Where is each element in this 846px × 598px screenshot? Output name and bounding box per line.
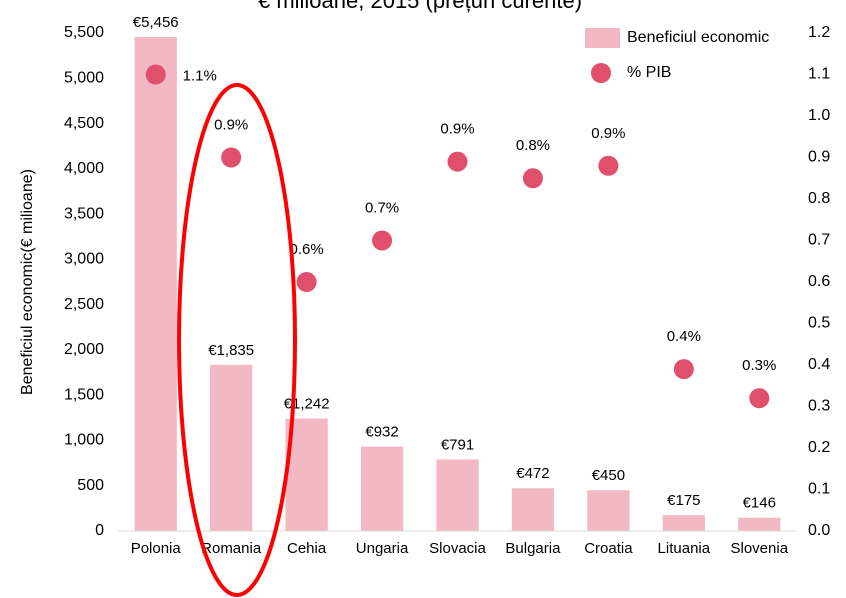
x-tick-label: Lituania — [658, 540, 711, 557]
bar-label: €175 — [667, 492, 700, 509]
dot-label: 1.1% — [183, 67, 217, 84]
x-tick-label: Bulgaria — [505, 540, 561, 557]
legend-swatch — [585, 28, 620, 48]
bar — [662, 515, 705, 531]
bar — [436, 459, 479, 531]
dot-label: 0.7% — [365, 199, 399, 216]
bar — [587, 490, 630, 531]
bar-label: €1,835 — [208, 342, 254, 359]
x-tick-label: Cehia — [287, 540, 327, 557]
y-tick-label: 0 — [95, 522, 104, 539]
y2-tick-label: 0.7 — [808, 232, 830, 249]
y2-tick-label: 0.4 — [808, 356, 830, 373]
bar — [134, 36, 177, 531]
dot-label: 0.9% — [591, 125, 625, 142]
y2-tick-label: 0.6 — [808, 273, 830, 290]
dot-label: 0.8% — [516, 137, 550, 154]
dot — [673, 359, 694, 380]
y-tick-label: 4,500 — [64, 115, 104, 132]
bar — [511, 488, 555, 531]
chart-title: € milioane, 2015 (prețuri curente) — [258, 0, 582, 13]
y2-tick-label: 0.5 — [808, 315, 830, 332]
x-tick-label: Ungaria — [356, 540, 409, 557]
bar — [360, 446, 404, 531]
y2-tick-label: 1.0 — [808, 107, 830, 124]
dot — [522, 168, 543, 189]
y2-tick-label: 0.8 — [808, 190, 830, 207]
y2-tick-label: 1.1 — [808, 66, 830, 83]
dot — [598, 155, 619, 176]
y2-tick-label: 0.3 — [808, 398, 830, 415]
bar-label: €932 — [365, 424, 398, 441]
y-tick-label: 3,000 — [64, 251, 104, 268]
dot — [447, 151, 468, 172]
dot — [145, 64, 166, 85]
x-tick-label: Polonia — [131, 540, 182, 557]
y-tick-label: 3,500 — [64, 205, 104, 222]
bar-label: €5,456 — [133, 14, 179, 31]
y-tick-label: 4,000 — [64, 160, 104, 177]
legend-swatch — [591, 63, 611, 83]
highlight-ellipse — [177, 83, 297, 597]
legend-label: % PIB — [627, 64, 671, 81]
x-tick-label: Romania — [201, 540, 262, 557]
y-tick-label: 1,500 — [64, 386, 104, 403]
y2-tick-label: 0.2 — [808, 439, 830, 456]
dot-label: 0.9% — [440, 121, 474, 138]
bar — [210, 364, 253, 531]
y-tick-label: 500 — [77, 477, 104, 494]
dot-label: 0.4% — [667, 328, 701, 345]
dot-label: 0.9% — [214, 116, 248, 133]
dot-label: 0.3% — [742, 357, 776, 374]
y2-tick-label: 0.0 — [808, 522, 830, 539]
y-tick-label: 5,000 — [64, 69, 104, 86]
y2-tick-label: 0.1 — [808, 481, 830, 498]
dot — [372, 230, 393, 251]
dot-label: 0.6% — [290, 241, 324, 258]
dot — [749, 388, 770, 409]
bar-label: €472 — [516, 465, 549, 482]
bar-label: €1,242 — [284, 396, 330, 413]
bar-label: €450 — [592, 467, 625, 484]
y-axis-label: Beneficiul economic(€ milioane) — [19, 169, 36, 395]
bar-label: €146 — [743, 495, 776, 512]
x-tick-label: Slovacia — [429, 540, 486, 557]
dot — [221, 147, 242, 168]
y-tick-label: 5,500 — [64, 24, 104, 41]
bar — [738, 517, 781, 531]
y-tick-label: 2,000 — [64, 341, 104, 358]
y2-tick-label: 1.2 — [808, 24, 830, 41]
y2-tick-label: 0.9 — [808, 149, 830, 166]
y-tick-label: 1,000 — [64, 432, 104, 449]
bar-label: €791 — [441, 436, 474, 453]
x-tick-label: Slovenia — [731, 540, 789, 557]
y-tick-label: 2,500 — [64, 296, 104, 313]
x-tick-label: Croatia — [584, 540, 633, 557]
dot — [296, 272, 317, 292]
legend-label: Beneficiul economic — [627, 29, 769, 46]
